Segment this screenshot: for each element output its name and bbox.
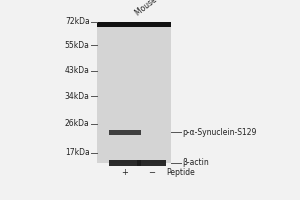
Text: 17kDa: 17kDa: [65, 148, 90, 157]
Text: Peptide: Peptide: [167, 168, 195, 177]
Bar: [109, 130, 141, 135]
Text: 26kDa: 26kDa: [65, 119, 90, 128]
Text: 34kDa: 34kDa: [65, 92, 90, 101]
Bar: [109, 160, 141, 166]
Text: 55kDa: 55kDa: [65, 41, 90, 50]
Bar: [137, 160, 166, 166]
Text: +: +: [122, 168, 128, 177]
Text: 43kDa: 43kDa: [65, 66, 90, 75]
Bar: [97, 22, 171, 26]
Text: Mouse brain: Mouse brain: [134, 0, 177, 18]
Text: β-actin: β-actin: [182, 158, 209, 167]
Text: p-α-Synuclein-S129: p-α-Synuclein-S129: [182, 128, 257, 137]
Text: 72kDa: 72kDa: [65, 17, 90, 26]
Text: −: −: [148, 168, 155, 177]
Bar: [97, 22, 171, 163]
